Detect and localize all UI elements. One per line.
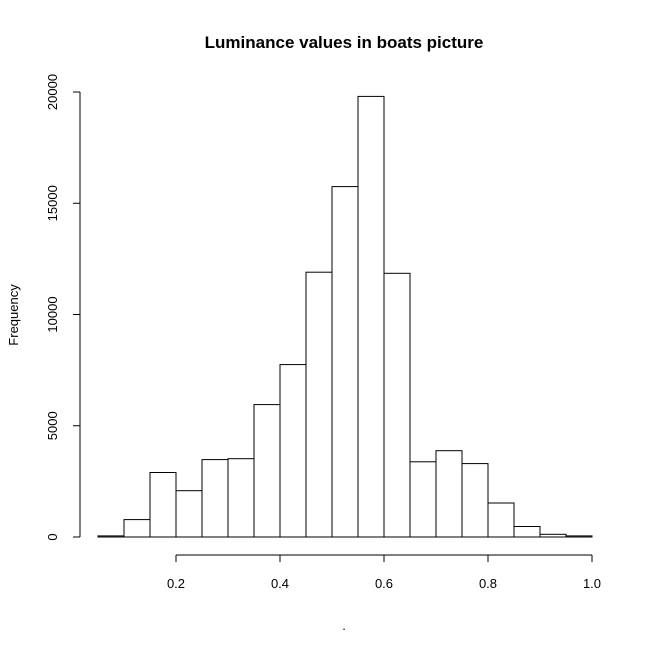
histogram-bar: [357, 95, 385, 538]
histogram-bar: [175, 490, 203, 538]
histogram-bar: [539, 533, 567, 538]
histogram-bar: [565, 535, 593, 538]
x-tick-label: 0.6: [375, 576, 393, 591]
y-tick-label: 0: [45, 533, 60, 540]
x-tick-label: 0.4: [271, 576, 289, 591]
x-tick-label: 0.8: [479, 576, 497, 591]
chart-title: Luminance values in boats picture: [205, 33, 484, 52]
y-tick-label: 15000: [45, 185, 60, 221]
y-tick-label: 5000: [45, 411, 60, 440]
histogram-bar: [279, 364, 307, 538]
y-axis: 0 5000 10000 15000 20000: [45, 74, 81, 541]
histogram-bar: [227, 458, 255, 538]
histogram-bar: [487, 502, 515, 538]
x-tick-label: 1.0: [583, 576, 601, 591]
y-tick-label: 20000: [45, 74, 60, 110]
x-axis-label: .: [342, 618, 346, 633]
histogram-bar: [409, 461, 437, 538]
histogram-bar: [513, 526, 541, 538]
y-tick-label: 10000: [45, 296, 60, 332]
histogram-bar: [201, 459, 229, 538]
histogram-bar: [435, 450, 463, 538]
histogram-bar: [149, 472, 177, 538]
bars-group: [97, 95, 593, 538]
histogram-bar: [461, 463, 489, 538]
histogram-bar: [383, 272, 411, 538]
histogram-bar: [305, 271, 333, 538]
histogram-bar: [123, 519, 151, 538]
y-axis-label: Frequency: [6, 284, 21, 346]
x-tick-label: 0.2: [167, 576, 185, 591]
x-axis: 0.2 0.4 0.6 0.8 1.0: [167, 554, 601, 591]
histogram-bar: [97, 535, 125, 538]
histogram-bar: [253, 404, 281, 538]
histogram-bar: [331, 186, 359, 538]
